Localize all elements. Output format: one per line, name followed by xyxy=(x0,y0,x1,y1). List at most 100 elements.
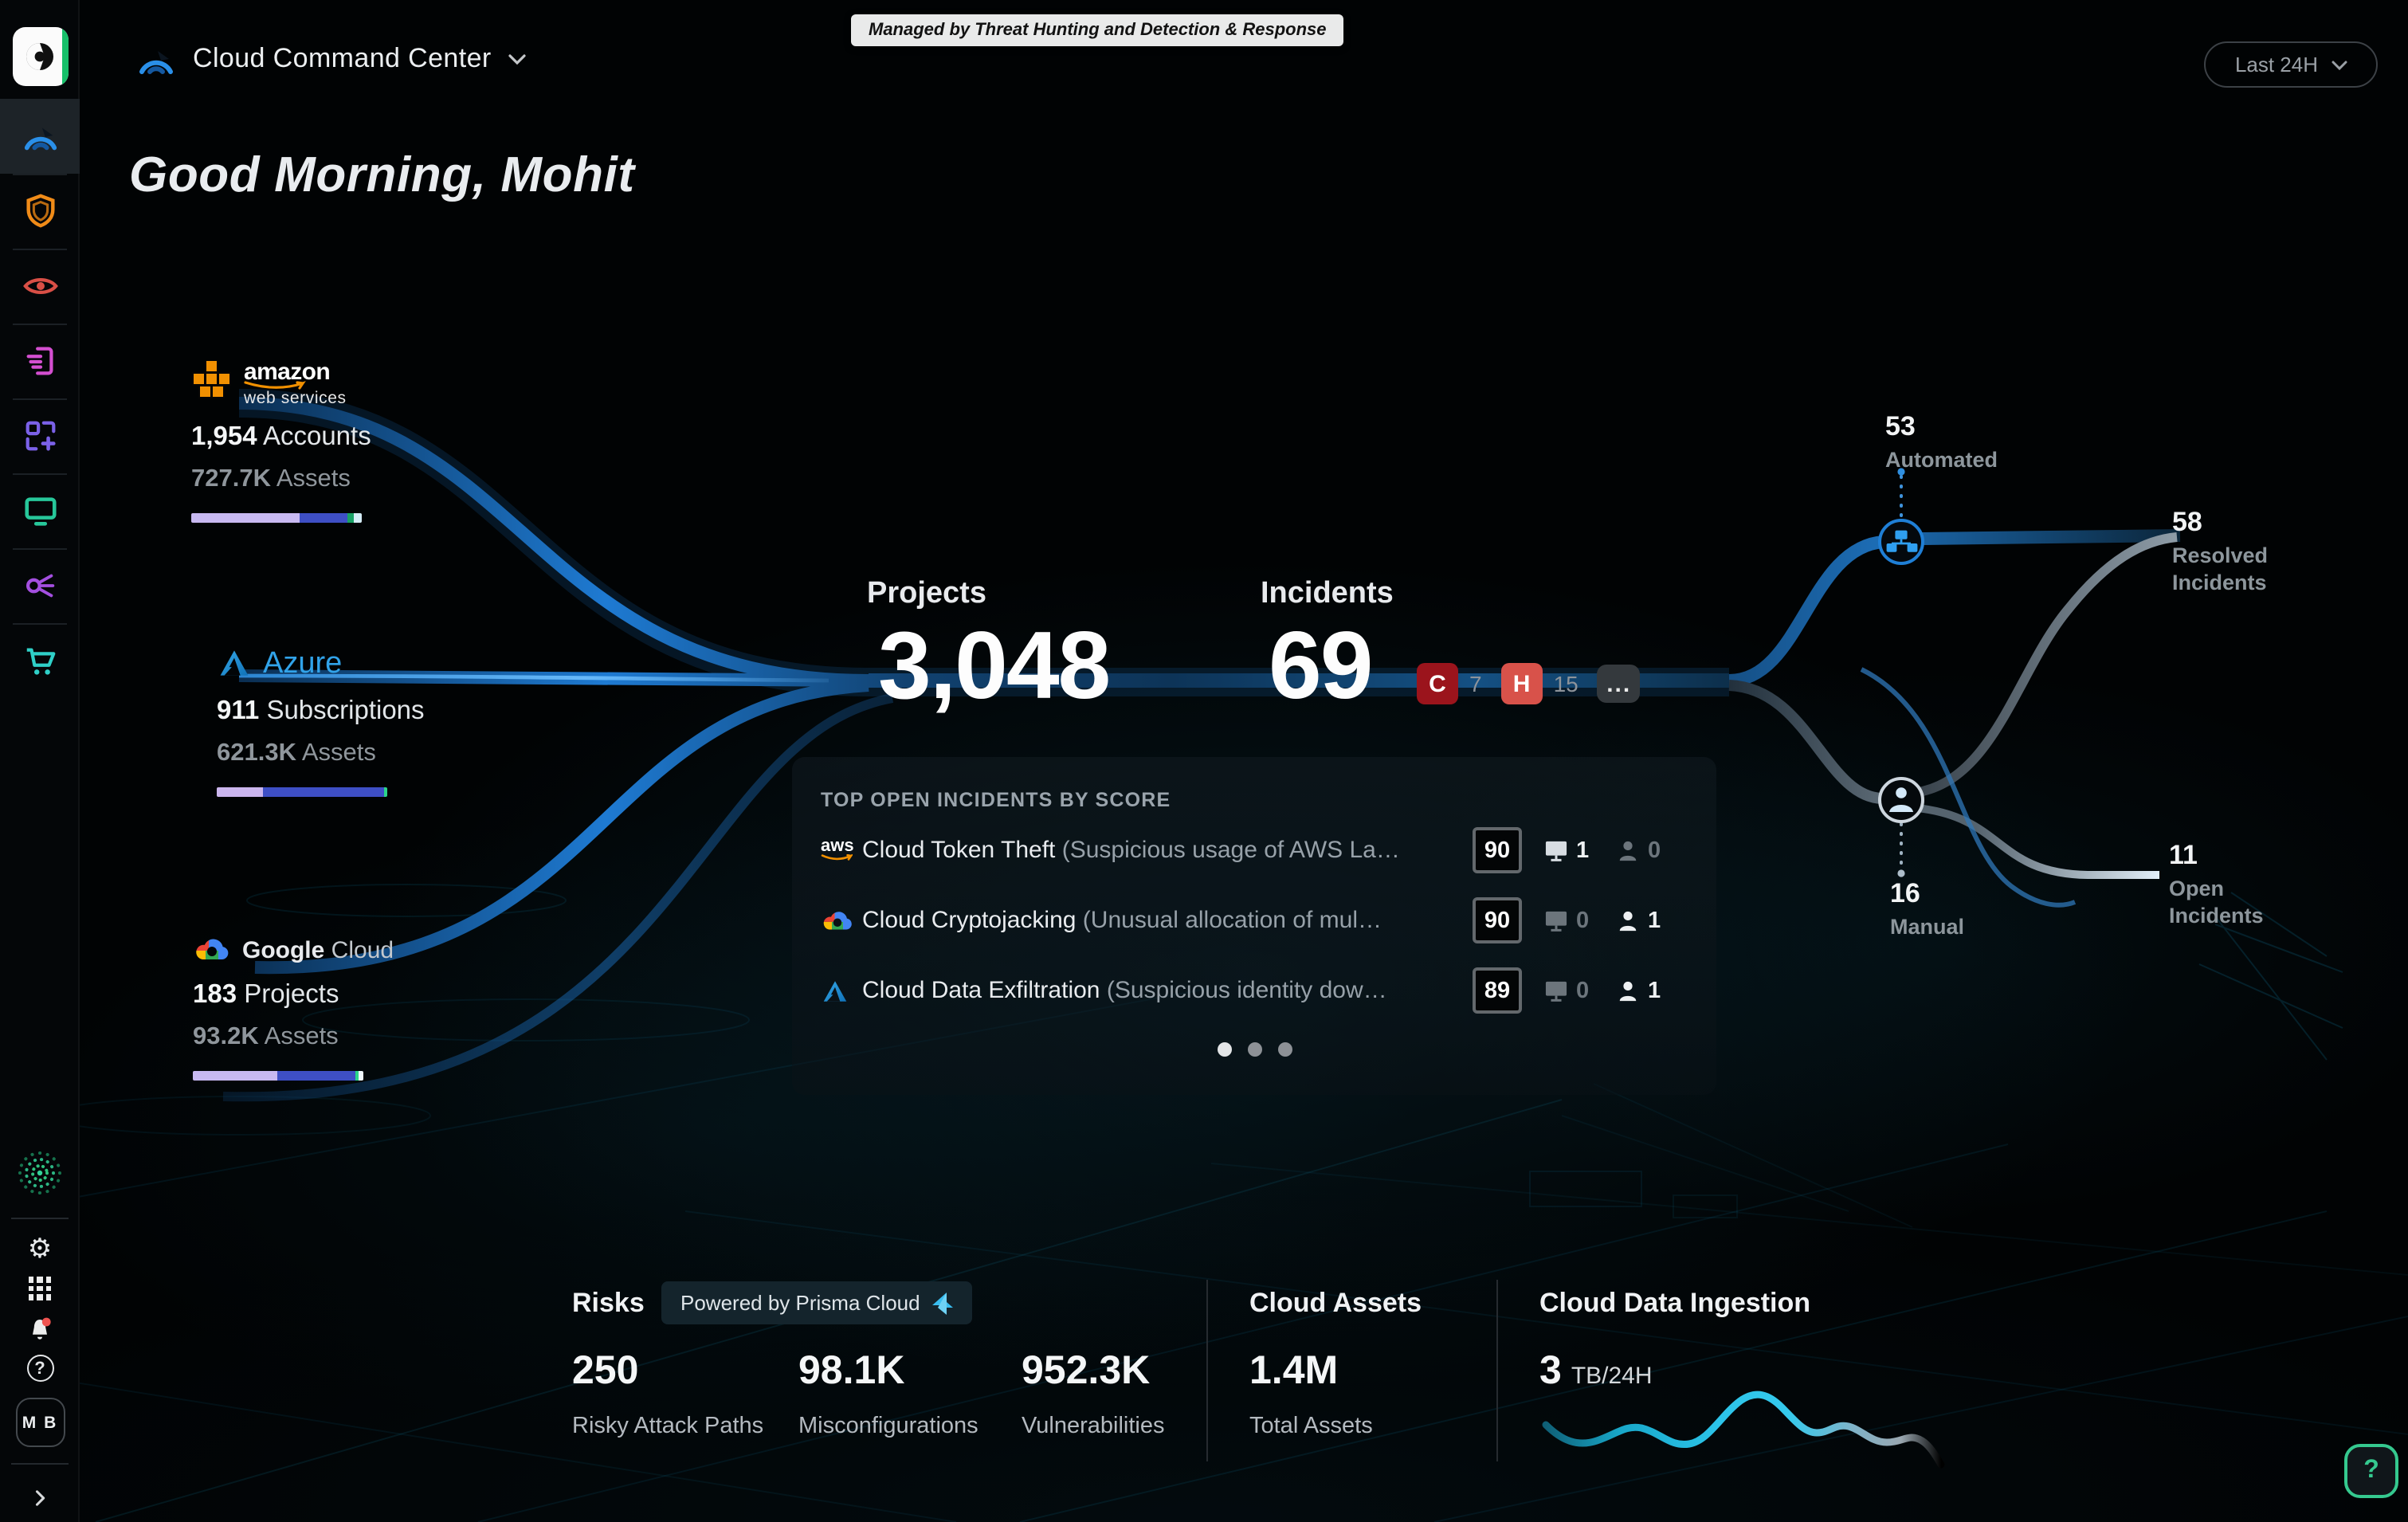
page-title: Cloud Command Center xyxy=(193,43,492,73)
cortex-logo[interactable] xyxy=(13,27,69,86)
nav-eye[interactable] xyxy=(0,249,80,324)
chevron-down-icon xyxy=(2331,60,2347,69)
gcp-assets: 93.2K Assets xyxy=(193,1023,339,1050)
google-cloud-wordmark: Google Cloud xyxy=(242,937,394,964)
notifications-button[interactable] xyxy=(0,1308,80,1348)
manual-node xyxy=(1878,777,1924,823)
settings-button[interactable]: ⚙ xyxy=(0,1229,80,1269)
help-button[interactable]: ? xyxy=(2344,1444,2398,1498)
user-count: 1 xyxy=(1616,908,1688,933)
azure-logo: Azure xyxy=(217,647,425,682)
monitor-icon xyxy=(1545,840,1567,861)
share-node-icon xyxy=(25,574,54,598)
sidebar-nav xyxy=(0,99,80,698)
nav-cart[interactable] xyxy=(0,623,80,698)
aws-smile-icon xyxy=(244,381,306,390)
document-export-icon xyxy=(25,347,53,375)
nav-shield[interactable] xyxy=(0,174,80,249)
cloud-assets-value: 1.4M xyxy=(1249,1348,1339,1393)
severity-badges: C 7 H 15 ... xyxy=(1417,663,1641,704)
prisma-cloud-icon xyxy=(932,1292,954,1314)
incident-row[interactable]: Cloud Cryptojacking (Unusual allocation … xyxy=(821,889,1688,951)
provider-card-aws[interactable]: amazon web services 1,954 Accounts 727.7… xyxy=(191,360,371,522)
aws-asset-bar xyxy=(191,512,362,522)
avatar[interactable]: M B xyxy=(15,1398,65,1447)
incident-row[interactable]: Cloud Data Exfiltration (Suspicious iden… xyxy=(821,959,1688,1022)
aws-assets: 727.7K Assets xyxy=(191,465,351,492)
divider xyxy=(1206,1280,1208,1461)
pagination-dot[interactable] xyxy=(1277,1042,1292,1057)
monitor-icon xyxy=(1545,980,1567,1001)
incidents-value: 69 xyxy=(1269,612,1373,719)
nav-document-export[interactable] xyxy=(0,324,80,398)
automated-value: 53 xyxy=(1885,411,1916,441)
automated-label: Automated xyxy=(1885,448,1998,472)
open-incidents-label: Open Incidents xyxy=(2169,877,2264,928)
incident-title: Cloud Cryptojacking (Unusual allocation … xyxy=(862,907,1382,934)
aws-logo: amazon web services xyxy=(191,360,371,407)
time-range-value: Last 24H xyxy=(2234,53,2319,76)
critical-severity-badge[interactable]: C xyxy=(1417,663,1458,704)
risky-attack-paths-label: Risky Attack Paths xyxy=(572,1414,764,1439)
time-range-dropdown[interactable]: Last 24H xyxy=(2204,41,2378,88)
nav-cloud-command-center[interactable] xyxy=(0,99,80,174)
incident-row[interactable]: aws Cloud Token Theft (Suspicious usage … xyxy=(821,819,1688,881)
managed-by-badge: Managed by Threat Hunting and Detection … xyxy=(851,14,1344,46)
apps-button[interactable] xyxy=(0,1269,80,1308)
cloud-assets-title: Cloud Assets xyxy=(1249,1288,1422,1318)
sidebar: ⚙ ? M B xyxy=(0,0,80,1522)
gcp-asset-bar xyxy=(193,1071,363,1081)
automated-stat: 53 Automated xyxy=(1885,411,1998,473)
azure-assets: 621.3K Assets xyxy=(217,739,376,767)
sidebar-utilities: ⚙ ? M B xyxy=(0,1138,80,1522)
azure-subscriptions: 911 Subscriptions xyxy=(217,696,425,725)
vulnerabilities-label: Vulnerabilities xyxy=(1022,1414,1165,1439)
high-severity-badge[interactable]: H xyxy=(1500,663,1543,704)
person-icon xyxy=(1619,910,1637,931)
risks-title: Risks xyxy=(572,1288,645,1318)
cortex-logo-glyph xyxy=(26,43,53,70)
resolved-label: Resolved Incidents xyxy=(2172,543,2269,594)
cloud-command-center-icon xyxy=(23,127,57,151)
more-severities-button[interactable]: ... xyxy=(1597,665,1641,703)
product-switcher[interactable]: Cloud Command Center xyxy=(137,43,527,75)
gear-icon: ⚙ xyxy=(27,1233,53,1265)
projects-label: Projects xyxy=(867,577,986,610)
pagination-dot[interactable] xyxy=(1217,1042,1231,1057)
user-count: 0 xyxy=(1616,837,1688,863)
ingestion-title: Cloud Data Ingestion xyxy=(1539,1288,1810,1318)
ingestion-value: 3 xyxy=(1539,1348,1562,1393)
misconfigurations-value: 98.1K xyxy=(798,1348,905,1393)
manual-value: 16 xyxy=(1890,878,1920,908)
person-icon xyxy=(1619,980,1637,1001)
host-count: 0 xyxy=(1544,908,1616,933)
incident-score: 90 xyxy=(1473,827,1522,873)
cloud-assets-label: Total Assets xyxy=(1249,1414,1373,1439)
resolved-stat: 58 Resolved Incidents xyxy=(2172,507,2268,596)
provider-card-azure[interactable]: Azure 911 Subscriptions 621.3K Assets xyxy=(217,647,425,797)
cart-icon xyxy=(25,648,55,675)
expand-sidebar-button[interactable] xyxy=(0,1474,80,1522)
pagination-dot[interactable] xyxy=(1247,1042,1261,1057)
provider-card-gcp[interactable]: Google Cloud 183 Projects 93.2K Assets xyxy=(193,936,394,1081)
monitor-icon xyxy=(1545,910,1567,931)
nav-blocks-add[interactable] xyxy=(0,398,80,473)
chevron-down-icon xyxy=(509,53,527,65)
risky-attack-paths-value: 250 xyxy=(572,1348,639,1393)
person-icon xyxy=(1619,840,1637,861)
automated-node xyxy=(1878,519,1924,565)
manual-stat: 16 Manual xyxy=(1890,878,1964,940)
help-sidebar-button[interactable]: ? xyxy=(0,1348,80,1388)
nav-monitor[interactable] xyxy=(0,473,80,548)
unit42-button[interactable] xyxy=(0,1138,80,1208)
user-count: 1 xyxy=(1616,978,1688,1003)
azure-wordmark: Azure xyxy=(263,647,343,681)
powered-by-label: Powered by Prisma Cloud xyxy=(680,1291,920,1315)
help-icon: ? xyxy=(26,1355,53,1382)
google-cloud-icon xyxy=(196,939,229,959)
high-count: 15 xyxy=(1553,671,1579,696)
nav-share-node[interactable] xyxy=(0,548,80,623)
cloud-command-center-icon xyxy=(139,50,173,73)
